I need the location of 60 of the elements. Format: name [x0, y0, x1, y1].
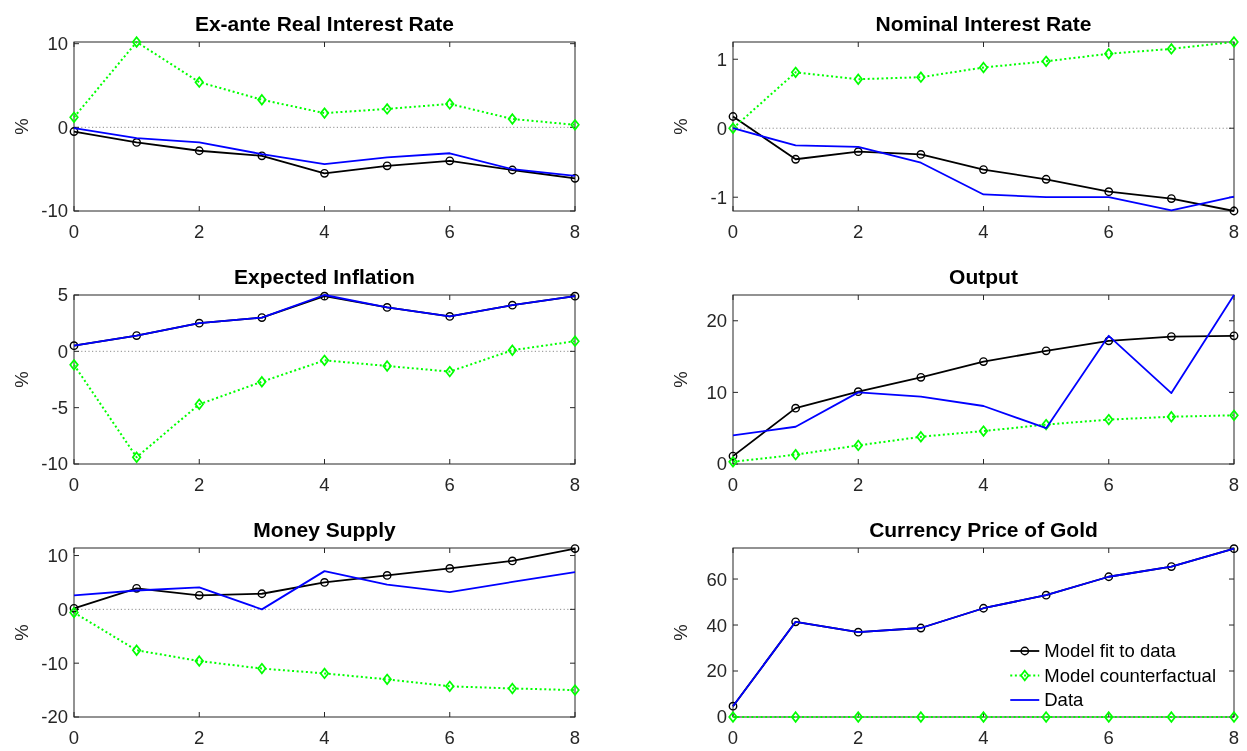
- x-tick-label: 4: [978, 221, 989, 242]
- y-tick-label: 20: [706, 310, 727, 332]
- x-tick-label: 2: [194, 221, 205, 242]
- y-tick-label: 10: [706, 381, 727, 403]
- chart-title: Currency Price of Gold: [869, 518, 1098, 541]
- y-tick-label: 0: [716, 453, 727, 475]
- x-tick-label: 8: [569, 727, 581, 748]
- x-tick-label: 6: [444, 474, 455, 495]
- x-tick-label: 8: [569, 474, 581, 495]
- y-tick-label: -10: [41, 652, 68, 674]
- y-tick-label: 10: [47, 33, 68, 55]
- x-tick-label: 4: [978, 474, 989, 495]
- x-tick-label: 8: [1228, 221, 1240, 242]
- chart-title: Output: [949, 265, 1018, 288]
- x-tick-label: 6: [444, 727, 455, 748]
- legend-label: Data: [1044, 689, 1085, 711]
- y-tick-label: 1: [716, 48, 727, 70]
- x-tick-label: 2: [853, 727, 864, 748]
- chart-title: Nominal Interest Rate: [875, 12, 1092, 35]
- y-tick-label: 0: [57, 598, 68, 620]
- x-tick-label: 6: [1103, 727, 1114, 748]
- y-axis-title: %: [670, 624, 692, 641]
- x-tick-label: 4: [319, 727, 330, 748]
- y-axis-title: %: [11, 118, 33, 135]
- y-tick-label: -5: [51, 397, 68, 419]
- chart-title: Ex-ante Real Interest Rate: [194, 12, 455, 35]
- legend-label: Model counterfactual: [1044, 664, 1217, 686]
- y-tick-label: 0: [57, 340, 68, 362]
- y-axis-title: %: [670, 118, 692, 135]
- y-tick-label: 20: [706, 660, 727, 682]
- y-tick-label: 0: [716, 706, 727, 728]
- y-tick-label: -10: [41, 200, 68, 222]
- x-tick-label: 8: [1228, 727, 1240, 748]
- y-tick-label: 10: [47, 545, 68, 567]
- x-tick-label: 6: [1103, 474, 1114, 495]
- x-tick-label: 6: [1103, 221, 1114, 242]
- y-tick-label: 0: [57, 116, 68, 138]
- x-tick-label: 2: [853, 221, 864, 242]
- legend-label: Model fit to data: [1044, 640, 1177, 662]
- x-tick-label: 4: [978, 727, 989, 748]
- y-axis-title: %: [670, 371, 692, 388]
- y-axis-title: %: [11, 371, 33, 388]
- y-tick-label: -1: [710, 186, 727, 208]
- chart-title: Money Supply: [253, 518, 396, 541]
- x-tick-label: 8: [569, 221, 581, 242]
- x-tick-label: 4: [319, 474, 330, 495]
- y-axis-title: %: [11, 624, 33, 641]
- x-tick-label: 2: [194, 474, 205, 495]
- y-tick-label: -10: [41, 453, 68, 475]
- y-tick-label: 60: [706, 568, 727, 590]
- x-tick-label: 8: [1228, 474, 1240, 495]
- y-tick-label: 5: [57, 284, 68, 306]
- x-tick-label: 2: [853, 474, 864, 495]
- y-tick-label: 40: [706, 614, 727, 636]
- chart-title: Expected Inflation: [234, 265, 415, 288]
- y-tick-label: 0: [716, 117, 727, 139]
- x-tick-label: 2: [194, 727, 205, 748]
- x-tick-label: 4: [319, 221, 330, 242]
- x-tick-label: 6: [444, 221, 455, 242]
- y-tick-label: -20: [41, 706, 68, 728]
